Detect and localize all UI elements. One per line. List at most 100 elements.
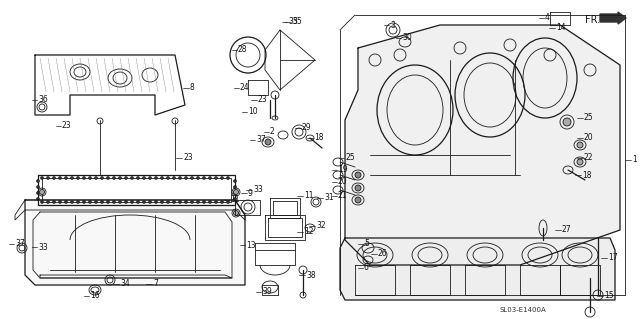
Ellipse shape	[173, 176, 175, 180]
Ellipse shape	[40, 201, 44, 204]
Text: 20: 20	[584, 133, 594, 143]
Text: 9: 9	[248, 189, 253, 197]
Ellipse shape	[179, 201, 182, 204]
Ellipse shape	[173, 201, 175, 204]
Ellipse shape	[355, 197, 361, 203]
Ellipse shape	[577, 159, 583, 165]
Ellipse shape	[234, 197, 237, 201]
Ellipse shape	[118, 201, 122, 204]
Text: 13: 13	[246, 241, 255, 249]
Ellipse shape	[161, 201, 163, 204]
Ellipse shape	[234, 191, 237, 195]
Ellipse shape	[113, 176, 115, 180]
Text: 23: 23	[183, 153, 193, 162]
Ellipse shape	[161, 176, 163, 180]
Text: 37: 37	[15, 240, 25, 249]
Polygon shape	[345, 25, 620, 265]
Text: 20: 20	[338, 177, 348, 187]
Ellipse shape	[202, 201, 205, 204]
Ellipse shape	[214, 176, 218, 180]
Ellipse shape	[88, 176, 92, 180]
Ellipse shape	[234, 180, 237, 182]
Text: 38: 38	[306, 271, 316, 279]
Text: 22: 22	[584, 153, 593, 162]
Ellipse shape	[209, 176, 211, 180]
Text: 3: 3	[390, 20, 395, 29]
Ellipse shape	[47, 176, 49, 180]
Ellipse shape	[36, 191, 40, 195]
Ellipse shape	[77, 201, 79, 204]
Ellipse shape	[58, 201, 61, 204]
Text: 33: 33	[38, 242, 48, 251]
Ellipse shape	[113, 201, 115, 204]
Ellipse shape	[52, 176, 56, 180]
Ellipse shape	[202, 176, 205, 180]
Ellipse shape	[95, 176, 97, 180]
Text: 1: 1	[632, 155, 637, 165]
Ellipse shape	[166, 201, 170, 204]
Ellipse shape	[95, 201, 97, 204]
Text: 21: 21	[338, 191, 348, 201]
Ellipse shape	[234, 189, 239, 195]
Ellipse shape	[70, 176, 74, 180]
Ellipse shape	[83, 201, 86, 204]
Ellipse shape	[265, 139, 271, 145]
Ellipse shape	[355, 185, 361, 191]
Text: 18: 18	[582, 170, 591, 180]
Text: 25: 25	[584, 114, 594, 122]
Text: 23: 23	[62, 122, 72, 130]
Text: SL03-E1400A: SL03-E1400A	[500, 307, 547, 313]
Ellipse shape	[179, 176, 182, 180]
Ellipse shape	[196, 176, 200, 180]
Text: 14: 14	[556, 24, 566, 33]
Text: 27: 27	[562, 226, 572, 234]
Ellipse shape	[136, 176, 140, 180]
Ellipse shape	[166, 176, 170, 180]
Text: 30: 30	[402, 33, 412, 42]
Ellipse shape	[125, 201, 127, 204]
Ellipse shape	[36, 180, 40, 182]
Text: 25: 25	[345, 153, 355, 162]
Ellipse shape	[100, 176, 104, 180]
Text: 37: 37	[256, 136, 266, 145]
Polygon shape	[25, 200, 245, 285]
Text: 31: 31	[324, 194, 333, 203]
Ellipse shape	[563, 118, 571, 126]
Text: 8: 8	[190, 84, 195, 93]
Text: 23: 23	[258, 95, 268, 105]
Ellipse shape	[106, 176, 109, 180]
Ellipse shape	[131, 176, 134, 180]
Ellipse shape	[221, 201, 223, 204]
Ellipse shape	[191, 176, 193, 180]
Ellipse shape	[143, 201, 145, 204]
Text: 2: 2	[270, 128, 275, 137]
Ellipse shape	[577, 142, 583, 148]
Ellipse shape	[191, 201, 193, 204]
Ellipse shape	[36, 186, 40, 189]
Ellipse shape	[125, 176, 127, 180]
Ellipse shape	[52, 201, 56, 204]
Text: 19: 19	[338, 166, 348, 174]
Ellipse shape	[88, 201, 92, 204]
Ellipse shape	[83, 176, 86, 180]
Polygon shape	[340, 238, 615, 300]
Ellipse shape	[143, 176, 145, 180]
Ellipse shape	[184, 176, 188, 180]
Text: 35: 35	[292, 18, 301, 26]
Ellipse shape	[355, 172, 361, 178]
Text: 4: 4	[545, 13, 550, 23]
Text: 7: 7	[153, 279, 158, 288]
Ellipse shape	[100, 201, 104, 204]
Ellipse shape	[70, 201, 74, 204]
Ellipse shape	[136, 201, 140, 204]
Text: 29: 29	[302, 123, 312, 132]
FancyArrow shape	[600, 12, 626, 24]
Text: 10: 10	[248, 108, 258, 116]
Text: 39: 39	[262, 287, 272, 296]
Text: 16: 16	[90, 292, 100, 300]
Text: 35: 35	[288, 18, 298, 26]
Ellipse shape	[47, 201, 49, 204]
Ellipse shape	[154, 176, 157, 180]
Ellipse shape	[131, 201, 134, 204]
Text: 33: 33	[253, 186, 263, 195]
